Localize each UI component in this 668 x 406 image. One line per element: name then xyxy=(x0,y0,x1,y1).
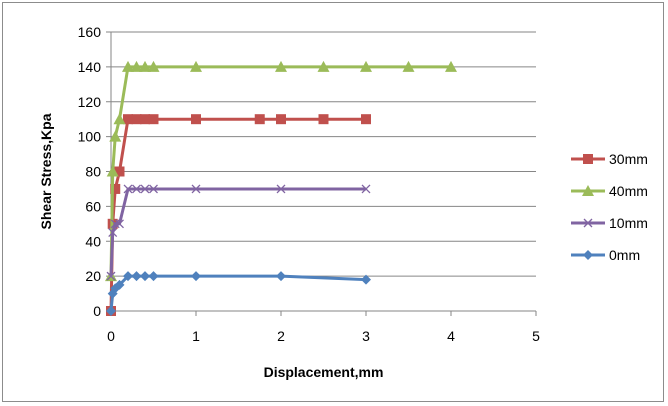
legend-label-10mm: 10mm xyxy=(609,215,648,231)
data-point-30mm-9 xyxy=(254,114,265,125)
legend-item-0mm: 0mm xyxy=(571,247,640,263)
data-point-10mm-6 xyxy=(140,184,150,194)
data-point-40mm-3 xyxy=(113,113,126,125)
y-tick-label-100: 100 xyxy=(78,129,102,145)
data-point-10mm-0 xyxy=(106,271,116,281)
y-axis-title: Shear Stress,Kpa xyxy=(38,113,54,229)
y-tick-label-60: 60 xyxy=(85,198,101,214)
y-tick-label-120: 120 xyxy=(78,94,102,110)
data-point-30mm-11 xyxy=(318,114,329,125)
data-point-10mm-10-stroke-b xyxy=(361,184,371,194)
x-tick-label-0: 0 xyxy=(107,328,115,344)
data-point-0mm-8 xyxy=(191,271,201,282)
series-group xyxy=(105,60,457,316)
data-point-10mm-6-stroke-b xyxy=(140,184,150,194)
legend-label-30mm: 30mm xyxy=(609,151,648,167)
y-tick-label-40: 40 xyxy=(85,233,101,249)
legend-label-40mm: 40mm xyxy=(609,183,648,199)
data-point-0mm-9 xyxy=(276,271,286,282)
legend-marker-30mm xyxy=(583,154,593,164)
data-point-40mm-4 xyxy=(122,60,134,72)
data-point-30mm-4 xyxy=(123,114,133,125)
data-point-40mm-11 xyxy=(360,60,372,72)
legend-marker-40mm xyxy=(582,185,594,196)
data-point-40mm-6 xyxy=(139,60,151,72)
series-10mm xyxy=(106,184,371,281)
data-point-40mm-10 xyxy=(317,60,330,72)
data-point-10mm-5 xyxy=(132,184,141,194)
data-point-0mm-10 xyxy=(361,274,371,285)
data-point-30mm-5 xyxy=(131,114,142,125)
data-point-30mm-8 xyxy=(191,114,201,125)
data-point-30mm-12 xyxy=(361,114,371,125)
series-30mm xyxy=(106,114,371,316)
legend-item-10mm: 10mm xyxy=(571,215,648,231)
data-point-10mm-10 xyxy=(361,184,371,194)
data-point-30mm-2 xyxy=(110,183,121,194)
data-point-0mm-3 xyxy=(114,279,125,290)
y-tick-label-80: 80 xyxy=(85,164,101,180)
line-chart: 0 20 40 60 80 100 120 140 160 0 1 2 3 4 5 30mm 40mm 10mm… xyxy=(38,24,648,380)
legend-label-0mm: 0mm xyxy=(609,247,640,263)
data-point-10mm-2 xyxy=(110,219,120,229)
data-point-10mm-7 xyxy=(149,184,158,194)
y-tick-label-160: 160 xyxy=(78,24,102,40)
chart-frame: 0 20 40 60 80 100 120 140 160 0 1 2 3 4 5 30mm 40mm 10mm… xyxy=(2,2,664,402)
data-point-10mm-2-stroke-b xyxy=(110,219,120,229)
data-point-10mm-7-stroke-b xyxy=(149,184,158,194)
x-tick-label-3: 3 xyxy=(362,328,370,344)
data-point-10mm-3 xyxy=(115,219,124,229)
legend-marker-0mm xyxy=(583,250,593,260)
series-0mm xyxy=(106,271,371,316)
data-point-40mm-12 xyxy=(402,60,415,72)
series-line-10mm xyxy=(109,187,366,277)
data-point-10mm-1 xyxy=(108,228,118,237)
y-tick-label-140: 140 xyxy=(78,59,102,75)
legend-marker-10mm-stroke-b xyxy=(583,218,593,228)
data-point-10mm-0-stroke-b xyxy=(106,271,116,281)
data-point-30mm-3 xyxy=(114,166,125,177)
data-point-0mm-0 xyxy=(106,306,116,316)
legend: 30mm 40mm 10mm 0mm xyxy=(571,151,648,263)
data-point-0mm-6 xyxy=(140,271,150,282)
legend-marker-10mm xyxy=(583,218,593,228)
x-tick-label-4: 4 xyxy=(447,328,455,344)
y-tick-label-0: 0 xyxy=(93,303,101,319)
legend-item-40mm: 40mm xyxy=(571,183,648,199)
data-point-40mm-1 xyxy=(106,165,119,177)
series-line-0mm xyxy=(109,274,367,312)
series-line-30mm xyxy=(109,117,366,312)
data-point-40mm-2 xyxy=(109,130,122,142)
data-point-40mm-8 xyxy=(190,60,202,72)
x-tick-label-2: 2 xyxy=(277,328,285,344)
data-point-0mm-5 xyxy=(131,271,142,282)
x-tick-label-1: 1 xyxy=(192,328,200,344)
data-point-40mm-7 xyxy=(147,60,160,72)
data-point-10mm-8 xyxy=(191,184,201,194)
data-point-10mm-9-stroke-b xyxy=(276,184,286,194)
data-point-40mm-9 xyxy=(275,60,287,72)
data-point-30mm-7 xyxy=(148,114,159,125)
data-point-40mm-5 xyxy=(130,60,143,72)
data-point-10mm-9 xyxy=(276,184,286,194)
axes: 0 20 40 60 80 100 120 140 160 0 1 2 3 4 5 xyxy=(78,24,540,344)
x-tick-label-5: 5 xyxy=(532,328,540,344)
data-point-40mm-13 xyxy=(445,60,457,72)
data-point-30mm-10 xyxy=(276,114,286,125)
data-point-0mm-7 xyxy=(148,271,159,282)
y-tick-label-20: 20 xyxy=(85,268,101,284)
data-point-10mm-5-stroke-b xyxy=(132,184,141,194)
data-point-10mm-8-stroke-b xyxy=(191,184,201,194)
data-point-0mm-4 xyxy=(123,271,133,282)
legend-item-30mm: 30mm xyxy=(571,151,648,167)
data-point-10mm-4 xyxy=(123,184,133,194)
data-point-10mm-3-stroke-b xyxy=(115,219,124,229)
data-point-10mm-4-stroke-b xyxy=(123,184,133,194)
data-point-30mm-6 xyxy=(140,114,150,125)
x-axis-title: Displacement,mm xyxy=(264,364,384,380)
data-point-10mm-1-stroke-b xyxy=(108,228,118,237)
